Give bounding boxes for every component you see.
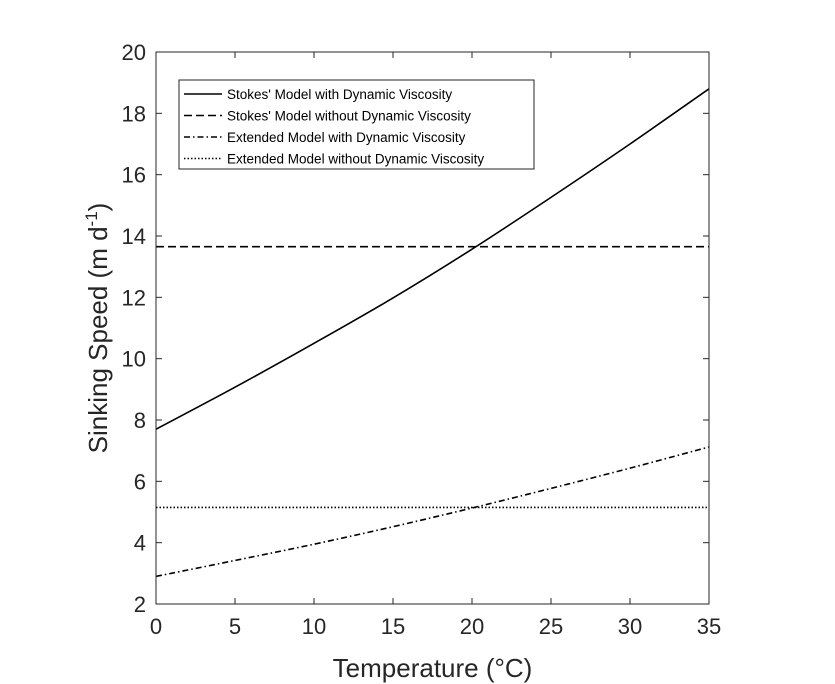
x-tick-label: 15 (381, 614, 405, 639)
y-tick-label: 16 (122, 163, 146, 188)
y-tick-label: 4 (134, 531, 146, 556)
y-tick-label: 14 (122, 224, 146, 249)
legend: Stokes' Model with Dynamic Viscosity Stok… (178, 79, 535, 170)
x-axis-label: Temperature (°C) (333, 653, 533, 683)
x-tick-label: 30 (618, 614, 642, 639)
y-tick-label: 6 (134, 469, 146, 494)
x-tick-label: 35 (697, 614, 721, 639)
y-tick-label: 2 (134, 592, 146, 617)
legend-label-1: Stokes' Model with Dynamic Viscosity (227, 87, 452, 102)
y-tick-label: 8 (134, 408, 146, 433)
y-axis-label-main: Sinking Speed (m d (83, 226, 113, 453)
y-tick-label: 12 (122, 285, 146, 310)
ticks-layer: 0 5 10 15 20 25 30 35 2 4 6 8 10 12 14 16 18 20 (122, 40, 722, 639)
y-axis-label-close: ) (83, 203, 113, 212)
series-line-3 (155, 446, 710, 578)
legend-label-4: Extended Model without Dynamic Viscosity (227, 152, 484, 167)
legend-label-2: Stokes' Model without Dynamic Viscosity (227, 109, 471, 124)
axes-box (155, 51, 710, 605)
series-line-1 (155, 88, 710, 430)
x-tick-label: 25 (539, 614, 563, 639)
y-tick-label: 10 (122, 347, 146, 372)
y-tick-label: 20 (122, 40, 146, 65)
y-tick-label: 18 (122, 101, 146, 126)
x-tick-label: 5 (229, 614, 241, 639)
y-axis-label: Sinking Speed (m d-1) (82, 203, 113, 454)
legend-label-3: Extended Model with Dynamic Viscosity (227, 130, 466, 145)
series-layer (155, 88, 710, 578)
axes-layer (155, 51, 710, 605)
x-tick-label: 0 (150, 614, 162, 639)
x-tick-label: 20 (460, 614, 484, 639)
legend-box (178, 79, 535, 170)
y-axis-label-sup: -1 (82, 211, 101, 226)
x-tick-label: 10 (302, 614, 326, 639)
